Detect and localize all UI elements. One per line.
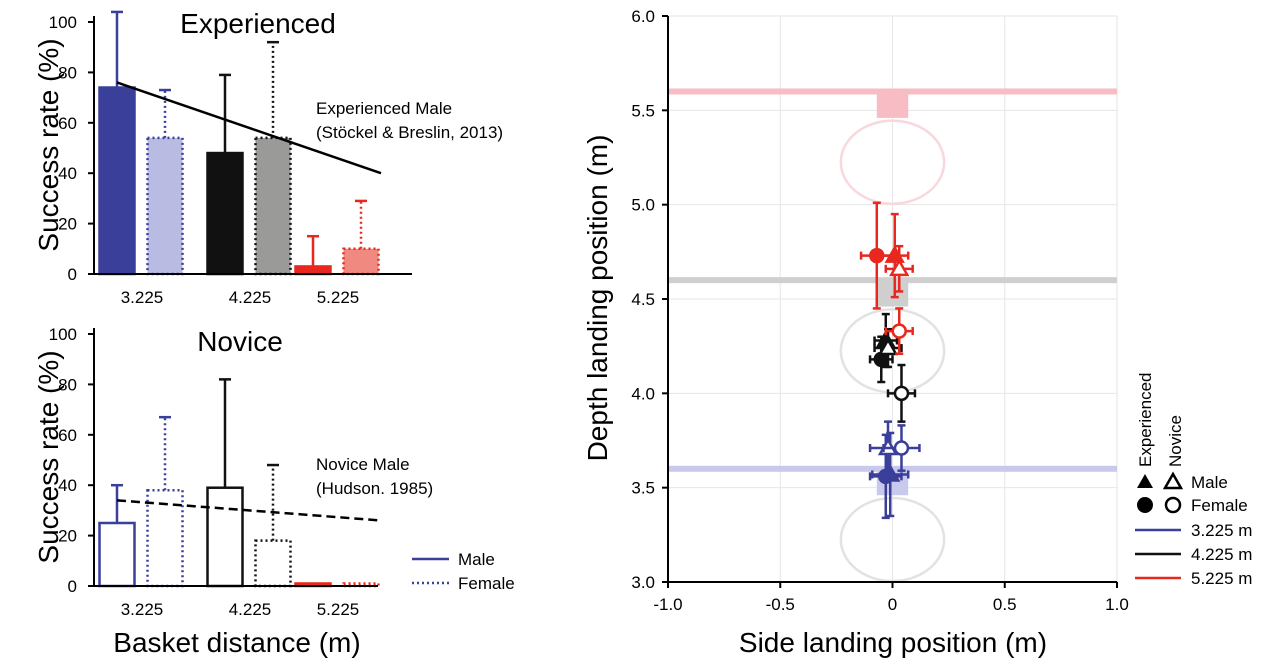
legend-male-label: Male bbox=[458, 550, 495, 569]
novice-y-tick-label: 60 bbox=[58, 426, 77, 445]
experienced-female-5.225-marker bbox=[869, 247, 885, 264]
novice-bar-chart: 0 20 40 60 80 100 3.225 4.225 5.225 Novice Succ… bbox=[33, 325, 515, 658]
experienced-trend-label-2: (Stöckel & Breslin, 2013) bbox=[316, 123, 503, 142]
novice-bar-female bbox=[254, 539, 292, 588]
experienced-bar-male bbox=[206, 151, 244, 276]
landing-y-tick-label: 3.5 bbox=[631, 479, 655, 498]
novice-x-tick-label: 5.225 bbox=[317, 600, 360, 619]
landing-points bbox=[859, 201, 921, 520]
experienced-trend-label-1: Experienced Male bbox=[316, 99, 452, 118]
experienced-bar-female bbox=[254, 136, 292, 276]
novice-bar-male bbox=[206, 486, 244, 588]
experienced-bar-male bbox=[294, 265, 332, 276]
novice-female-5.225-marker bbox=[891, 323, 907, 339]
experienced-title: Experienced bbox=[180, 8, 336, 39]
legend-4225-label: 4.225 m bbox=[1191, 545, 1252, 564]
experienced-y-tick-label: 60 bbox=[58, 114, 77, 133]
novice-x-tick-label: 3.225 bbox=[121, 600, 164, 619]
experienced-x-ticks: 3.225 4.225 5.225 bbox=[121, 288, 360, 307]
novice-x-tick-label: 4.225 bbox=[229, 600, 272, 619]
legend-female-label: Female bbox=[458, 574, 515, 593]
novice-female-4.225-marker bbox=[893, 385, 910, 402]
experienced-bar-male bbox=[98, 86, 136, 276]
novice-y-tick-label: 20 bbox=[58, 527, 77, 546]
novice-bar-male bbox=[98, 521, 136, 588]
landing-x-tick-label: 0.5 bbox=[993, 595, 1017, 614]
legend-female-open-circle bbox=[1164, 496, 1182, 514]
experienced-x-tick-label: 4.225 bbox=[229, 288, 272, 307]
experienced-bar-chart: 0 20 40 60 80 100 3.225 4.225 5.225 Experienced… bbox=[33, 8, 503, 307]
experienced-female-3.225-marker bbox=[878, 468, 894, 485]
experienced-y-tick-label: 100 bbox=[49, 13, 77, 32]
experienced-y-tick-label: 20 bbox=[58, 215, 77, 234]
landing-legend: Experienced Novice Male Female 3.225 m 4… bbox=[1135, 372, 1252, 588]
legend-experienced-label: Experienced bbox=[1136, 372, 1155, 467]
novice-trend-label-1: Novice Male bbox=[316, 455, 410, 474]
legend-male-marker-label: Male bbox=[1191, 473, 1228, 492]
novice-y-tick-label: 100 bbox=[49, 325, 77, 344]
basket-rim-5.225 bbox=[839, 119, 946, 205]
experienced-y-tick-label: 80 bbox=[58, 63, 77, 82]
landing-x-tick-label: 0 bbox=[888, 595, 897, 614]
landing-x-axis-label: Side landing position (m) bbox=[739, 627, 1047, 658]
novice-bar-female bbox=[146, 488, 184, 588]
novice-title: Novice bbox=[197, 326, 283, 357]
landing-y-tick-label: 4.0 bbox=[631, 384, 655, 403]
landing-x-tick-label: -0.5 bbox=[766, 595, 795, 614]
legend-male-open-triangle bbox=[1162, 471, 1184, 490]
landing-y-ticks: 3.0 3.5 4.0 4.5 5.0 5.5 6.0 bbox=[631, 7, 668, 592]
legend-novice-label: Novice bbox=[1166, 415, 1185, 467]
landing-y-tick-label: 3.0 bbox=[631, 573, 655, 592]
basket-support-5.225 bbox=[876, 91, 909, 118]
experienced-y-tick-label: 40 bbox=[58, 164, 77, 183]
landing-x-tick-label: 1.0 bbox=[1105, 595, 1129, 614]
legend-3225-label: 3.225 m bbox=[1191, 521, 1252, 540]
experienced-bars bbox=[98, 10, 382, 276]
basket-support-4.225 bbox=[876, 280, 909, 307]
experienced-y-ticks: 0 20 40 60 80 100 bbox=[49, 13, 94, 284]
novice-bars bbox=[98, 378, 382, 588]
novice-male-5.225-marker bbox=[889, 258, 910, 277]
novice-trend-label-2: (Hudson. 1985) bbox=[316, 479, 433, 498]
experienced-x-tick-label: 3.225 bbox=[121, 288, 164, 307]
novice-y-tick-label: 40 bbox=[58, 476, 77, 495]
novice-x-axis-label: Basket distance (m) bbox=[113, 627, 360, 658]
landing-y-axis-label: Depth landing position (m) bbox=[582, 135, 613, 462]
novice-y-axis-label: Success rate (%) bbox=[33, 350, 64, 563]
novice-trend-line bbox=[116, 499, 382, 522]
legend-female-filled-circle bbox=[1137, 497, 1153, 513]
novice-x-ticks: 3.225 4.225 5.225 bbox=[121, 600, 360, 619]
experienced-bar-female bbox=[146, 136, 184, 276]
legend-male-filled-triangle bbox=[1137, 474, 1153, 488]
novice-male-4.225-marker bbox=[877, 337, 899, 356]
legend-female-marker-label: Female bbox=[1191, 496, 1248, 515]
experienced-trend-line bbox=[116, 81, 382, 175]
landing-y-tick-label: 5.0 bbox=[631, 196, 655, 215]
novice-y-tick-label: 80 bbox=[58, 375, 77, 394]
novice-y-ticks: 0 20 40 60 80 100 bbox=[49, 325, 94, 596]
experienced-y-axis-label: Success rate (%) bbox=[33, 38, 64, 251]
experienced-bar-female bbox=[342, 247, 380, 276]
novice-female-3.225-marker bbox=[893, 440, 910, 456]
bar-legend: Male Female bbox=[412, 550, 515, 593]
landing-position-chart: 3.0 3.5 4.0 4.5 5.0 5.5 6.0 -1.0 -0.5 0 0.5 1.0 Si… bbox=[582, 7, 1252, 658]
landing-x-ticks: -1.0 -0.5 0 0.5 1.0 bbox=[653, 582, 1129, 614]
legend-5225-label: 5.225 m bbox=[1191, 569, 1252, 588]
landing-y-tick-label: 6.0 bbox=[631, 7, 655, 26]
experienced-x-tick-label: 5.225 bbox=[317, 288, 360, 307]
experienced-y-tick-label: 0 bbox=[68, 265, 77, 284]
novice-y-tick-label: 0 bbox=[68, 577, 77, 596]
landing-y-tick-label: 5.5 bbox=[631, 101, 655, 120]
landing-y-tick-label: 4.5 bbox=[631, 290, 655, 309]
landing-x-tick-label: -1.0 bbox=[653, 595, 682, 614]
